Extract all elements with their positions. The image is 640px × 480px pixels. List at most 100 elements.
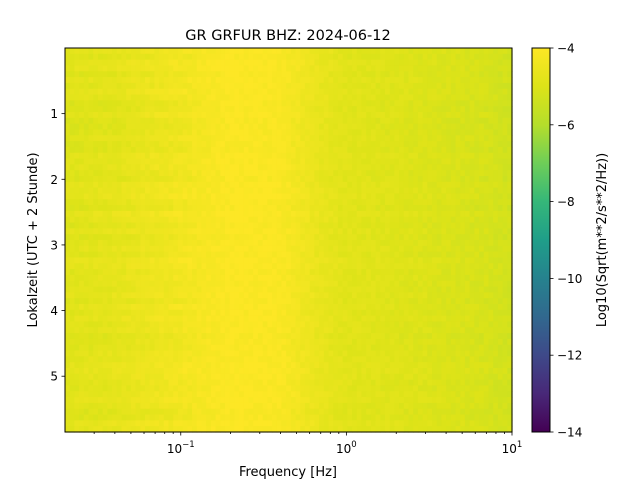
heatmap-cell (408, 141, 414, 148)
heatmap-cell (290, 146, 297, 154)
heatmap-cell (427, 158, 433, 165)
heatmap-cell (413, 304, 419, 311)
heatmap-cell (126, 338, 132, 346)
heatmap-cell (290, 129, 297, 136)
heatmap-cell (422, 146, 428, 154)
heatmap-cell (126, 222, 132, 229)
heatmap-cell (361, 222, 367, 229)
heatmap-cell (126, 117, 132, 125)
heatmap-cell (493, 205, 499, 212)
heatmap-cell (69, 170, 76, 177)
heatmap-cell (107, 170, 113, 177)
heatmap-cell (206, 251, 212, 259)
heatmap-cell (182, 71, 188, 78)
heatmap-cell (74, 164, 80, 171)
heatmap-cell (366, 216, 372, 224)
heatmap-cell (229, 199, 235, 206)
heatmap-cell (182, 251, 188, 259)
heatmap-cell (177, 100, 184, 107)
heatmap-cell (83, 129, 90, 136)
heatmap-cell (272, 228, 278, 235)
heatmap-cell (69, 158, 76, 165)
heatmap-cell (177, 251, 184, 259)
heatmap-cell (333, 228, 339, 235)
heatmap-cell (469, 135, 475, 142)
heatmap-cell (224, 240, 231, 247)
heatmap-cell (187, 216, 193, 224)
heatmap-cell (474, 77, 480, 84)
heatmap-cell (460, 269, 466, 276)
heatmap-cell (69, 199, 76, 206)
heatmap-cell (290, 158, 297, 165)
heatmap-cell (488, 117, 494, 125)
heatmap-cell (163, 222, 170, 229)
heatmap-cell (432, 117, 438, 125)
heatmap-cell (102, 112, 108, 119)
heatmap-cell (497, 257, 504, 264)
heatmap-cell (417, 59, 424, 67)
heatmap-cell (507, 59, 513, 67)
heatmap-cell (248, 210, 254, 218)
heatmap-cell (319, 280, 325, 288)
heatmap-cell (342, 315, 348, 323)
heatmap-cell (135, 234, 141, 241)
heatmap-cell (309, 286, 315, 293)
heatmap-cell (441, 333, 447, 340)
heatmap-cell (248, 77, 254, 84)
heatmap-cell (272, 123, 278, 131)
heatmap-cell (384, 176, 391, 183)
heatmap-cell (173, 222, 179, 229)
heatmap-cell (224, 146, 231, 154)
heatmap-cell (154, 315, 160, 323)
heatmap-cell (229, 338, 235, 346)
heatmap-cell (352, 59, 358, 67)
heatmap-cell (126, 205, 132, 212)
heatmap-cell (135, 152, 141, 160)
heatmap-cell (290, 245, 297, 253)
heatmap-cell (460, 205, 466, 212)
heatmap-cell (182, 117, 188, 125)
heatmap-cell (483, 135, 490, 142)
heatmap-cell (196, 222, 203, 229)
heatmap-cell (65, 59, 71, 67)
heatmap-cell (276, 344, 283, 352)
heatmap-cell (239, 304, 245, 311)
heatmap-cell (206, 309, 212, 317)
heatmap-cell (455, 205, 461, 212)
heatmap-cell (427, 123, 433, 131)
heatmap-cell (502, 327, 508, 334)
heatmap-cell (272, 304, 278, 311)
heatmap-cell (450, 77, 457, 84)
heatmap-cell (140, 286, 146, 293)
heatmap-cell (384, 286, 391, 293)
heatmap-cell (215, 181, 221, 189)
heatmap-cell (192, 350, 198, 357)
heatmap-cell (417, 280, 424, 288)
heatmap-cell (356, 193, 363, 200)
heatmap-cell (210, 333, 217, 340)
heatmap-cell (389, 77, 395, 84)
heatmap-cell (192, 82, 198, 90)
heatmap-cell (455, 199, 461, 206)
heatmap-cell (224, 298, 231, 305)
heatmap-cell (464, 292, 471, 299)
heatmap-cell (323, 228, 330, 235)
heatmap-cell (196, 304, 203, 311)
heatmap-cell (300, 350, 306, 357)
heatmap-cell (206, 112, 212, 119)
heatmap-cell (253, 129, 259, 136)
heatmap-cell (173, 280, 179, 288)
heatmap-cell (229, 251, 235, 259)
heatmap-cell (427, 82, 433, 90)
heatmap-cell (93, 228, 99, 235)
heatmap-cell (488, 106, 494, 113)
heatmap-cell (502, 216, 508, 224)
heatmap-cell (370, 251, 377, 259)
heatmap-cell (262, 117, 268, 125)
heatmap-cell (69, 298, 76, 305)
heatmap-cell (469, 152, 475, 160)
heatmap-cell (97, 298, 104, 305)
heatmap-cell (403, 240, 410, 247)
heatmap-cell (507, 333, 513, 340)
heatmap-cell (295, 94, 301, 101)
